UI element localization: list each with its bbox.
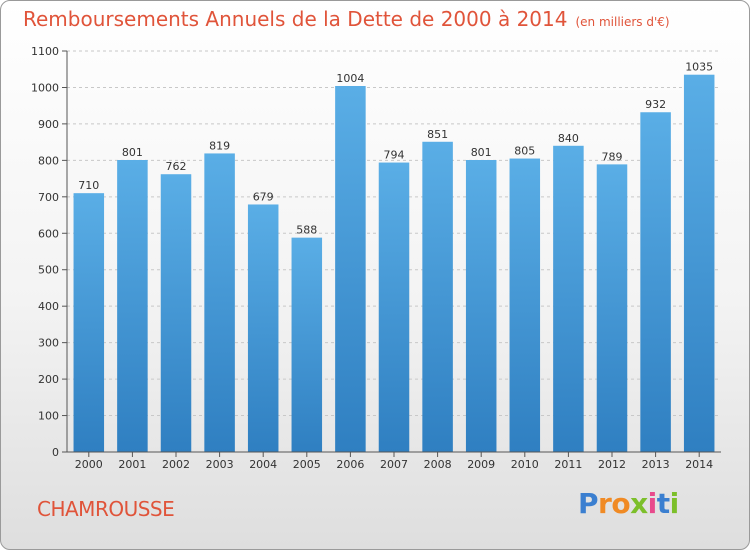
y-tick-label: 500	[38, 264, 59, 277]
y-tick-label: 200	[38, 373, 59, 386]
y-tick-label: 400	[38, 300, 59, 313]
bar	[596, 164, 628, 452]
y-tick-label: 100	[38, 410, 59, 423]
chart-title: Remboursements Annuels de la Dette de 20…	[23, 7, 670, 31]
x-tick-label: 2014	[685, 458, 713, 471]
x-tick-label: 2005	[293, 458, 321, 471]
bar	[204, 153, 235, 453]
y-tick-label: 1000	[31, 81, 59, 94]
y-tick-label: 1100	[31, 45, 59, 58]
bar	[683, 74, 715, 452]
y-tick-label: 600	[38, 227, 59, 240]
y-tick-label: 700	[38, 191, 59, 204]
x-tick-label: 2004	[249, 458, 277, 471]
data-label: 789	[602, 150, 623, 163]
bar	[160, 174, 192, 452]
y-tick-label: 800	[38, 154, 59, 167]
data-label: 588	[296, 224, 317, 237]
bar	[422, 141, 453, 452]
proxiti-logo: Proxiti	[578, 487, 679, 520]
bar	[335, 85, 366, 452]
logo-letter: t	[656, 487, 670, 520]
logo-letter: i	[647, 487, 658, 520]
bar	[247, 204, 279, 452]
bar	[465, 159, 497, 452]
y-tick-label: 900	[38, 118, 59, 131]
data-label: 801	[122, 146, 143, 159]
chart-title-text: Remboursements Annuels de la Dette de 20…	[23, 7, 568, 31]
x-tick-label: 2006	[336, 458, 364, 471]
logo-letter: P	[578, 487, 599, 520]
data-label: 1035	[685, 61, 713, 74]
data-label: 932	[645, 98, 666, 111]
data-label: 710	[78, 179, 99, 192]
y-tick-label: 300	[38, 337, 59, 350]
bar	[640, 112, 671, 452]
bar	[378, 162, 410, 452]
data-label: 762	[166, 160, 187, 173]
x-tick-label: 2003	[206, 458, 234, 471]
unit-label: (en milliers d'€)	[575, 15, 670, 29]
data-label: 851	[427, 128, 448, 141]
bar	[553, 145, 584, 453]
data-label: 840	[558, 132, 579, 145]
logo-letter: r	[598, 487, 612, 520]
data-label: 801	[471, 146, 492, 159]
bar	[73, 193, 105, 452]
data-label: 679	[253, 190, 274, 203]
x-tick-label: 2007	[380, 458, 408, 471]
y-tick-label: 0	[52, 446, 59, 459]
data-label: 1004	[336, 72, 364, 85]
data-label: 819	[209, 139, 230, 152]
x-tick-label: 2000	[75, 458, 103, 471]
x-tick-label: 2011	[554, 458, 582, 471]
logo-letter: x	[630, 487, 648, 520]
x-tick-label: 2012	[598, 458, 626, 471]
data-label: 805	[514, 145, 535, 158]
x-tick-label: 2002	[162, 458, 190, 471]
data-label: 794	[384, 149, 405, 162]
x-tick-label: 2013	[642, 458, 670, 471]
logo-letter: i	[669, 487, 680, 520]
bar	[117, 159, 148, 452]
bar	[291, 237, 323, 452]
place-name: CHAMROUSSE	[37, 497, 175, 521]
x-tick-label: 2009	[467, 458, 495, 471]
bar	[509, 158, 541, 453]
x-tick-label: 2010	[511, 458, 539, 471]
x-tick-label: 2008	[424, 458, 452, 471]
x-tick-label: 2001	[118, 458, 146, 471]
logo-letter: o	[611, 487, 631, 520]
